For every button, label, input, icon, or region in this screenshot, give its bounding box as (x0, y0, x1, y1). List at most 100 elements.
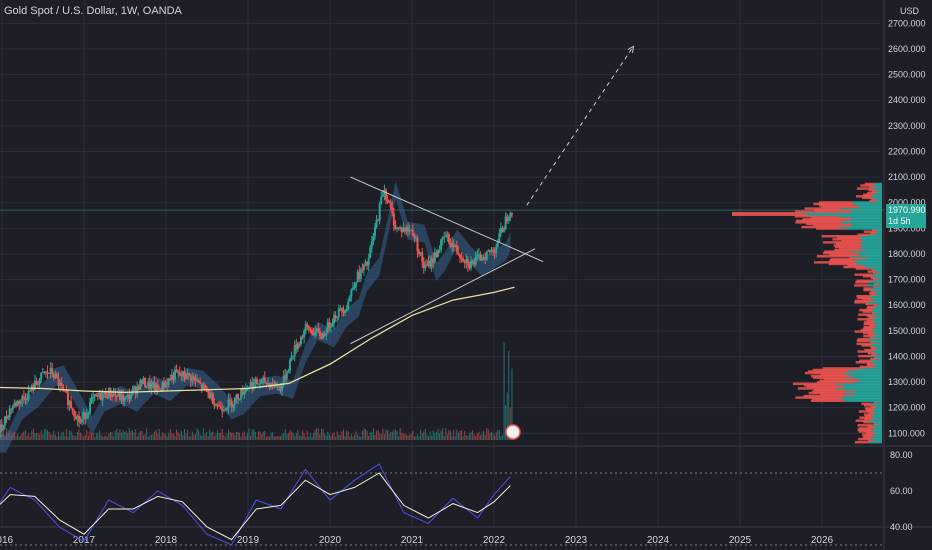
volume-profile-bar (878, 282, 882, 286)
volume-profile-bar (859, 416, 872, 419)
volume-profile-bar (878, 228, 882, 232)
candle-body (211, 393, 214, 404)
volume-bar (291, 431, 293, 440)
candle-body (46, 371, 49, 374)
candle-body (318, 331, 321, 337)
volume-profile-bar (803, 384, 842, 387)
volume-profile-bar (854, 273, 873, 276)
candle-body (391, 207, 394, 214)
y-tick-label: 1700.000 (888, 275, 926, 285)
volume-profile-bar (863, 322, 875, 326)
volume-bar (31, 430, 33, 440)
volume-profile-bar (858, 354, 872, 358)
volume-profile-bar (865, 302, 876, 306)
volume-bar (308, 436, 310, 440)
volume-bar (4, 435, 6, 440)
candle-body (68, 401, 71, 405)
candle-body (192, 376, 195, 378)
volume-profile-bar (855, 195, 872, 198)
candle-body (243, 392, 246, 395)
candle-body (183, 371, 186, 378)
volume-bar (138, 432, 140, 440)
candle-body (383, 189, 386, 196)
candle-body (129, 395, 132, 399)
volume-profile-bar (863, 287, 873, 290)
volume-profile-bar (872, 414, 882, 418)
candle-body (440, 239, 443, 250)
volume-profile-bar (869, 324, 877, 327)
volume-bar (190, 435, 192, 440)
candle-body (454, 245, 457, 248)
candle-body (377, 219, 380, 221)
candle-body (438, 249, 441, 251)
volume-bar (48, 432, 50, 440)
candle-body (84, 412, 87, 419)
volume-bar (108, 433, 110, 440)
volume-profile-bar (854, 259, 882, 263)
volume-bar (133, 432, 135, 440)
volume-bar (54, 434, 56, 440)
candle-body (471, 260, 474, 262)
volume-bar (402, 433, 404, 440)
volume-bar (122, 429, 124, 440)
candle-body (159, 389, 162, 392)
volume-profile-bar (861, 367, 882, 370)
candle-body (285, 372, 288, 380)
volume-profile-bar (872, 427, 882, 430)
volume-bar (136, 436, 138, 440)
volume-bar (182, 434, 184, 440)
volume-bar (185, 433, 187, 440)
candle-body (367, 257, 370, 266)
candle-body (95, 394, 98, 396)
volume-profile-bar (877, 401, 882, 404)
volume-profile-bar (863, 244, 882, 247)
volume-bar (355, 431, 357, 440)
volume-bar (144, 434, 146, 440)
candle-body (430, 258, 433, 267)
volume-profile-bar (864, 414, 873, 418)
candle-body (485, 251, 488, 260)
volume-profile-bar (872, 278, 879, 281)
volume-profile-bar (857, 187, 872, 190)
candle-body (339, 307, 342, 309)
volume-bar (261, 434, 263, 440)
candle-body (82, 412, 85, 419)
candle-body (433, 252, 436, 263)
candle-body (481, 259, 484, 261)
volume-profile-bar (870, 318, 882, 321)
candle-body (312, 333, 315, 336)
volume-bar (171, 433, 173, 440)
volume-profile-bar (802, 218, 852, 221)
volume-bar (56, 436, 58, 440)
volume-bar (459, 430, 461, 440)
volume-bar (509, 407, 511, 440)
candle-body (153, 382, 156, 391)
candle-body (101, 394, 104, 401)
volume-profile-bar (877, 198, 882, 201)
volume-profile-bar (868, 337, 882, 341)
volume-profile-bar (870, 359, 882, 363)
descending-trendline (350, 176, 544, 263)
volume-profile-bar (839, 396, 882, 399)
volume-profile-bar (816, 227, 846, 230)
volume-profile-bar (820, 373, 849, 376)
volume-profile-bar (855, 361, 872, 364)
candle-body (33, 380, 36, 391)
volume-bar (437, 428, 439, 440)
volume-profile-bar (875, 404, 882, 407)
volume-bar (429, 431, 431, 440)
volume-profile-bar (876, 333, 882, 336)
volume-bar (267, 435, 269, 440)
volume-profile-bar (864, 417, 876, 421)
volume-bar (50, 434, 52, 440)
volume-profile-bar (821, 205, 861, 209)
candle-body (476, 254, 479, 257)
volume-profile-bar (861, 242, 882, 246)
oscillator-tick-label: 80.00 (890, 450, 913, 460)
volume-profile-bar (810, 216, 852, 220)
volume-bar (198, 429, 200, 440)
volume-profile-bar (857, 437, 872, 441)
volume-profile-bar (863, 331, 875, 335)
volume-bar (497, 429, 499, 440)
